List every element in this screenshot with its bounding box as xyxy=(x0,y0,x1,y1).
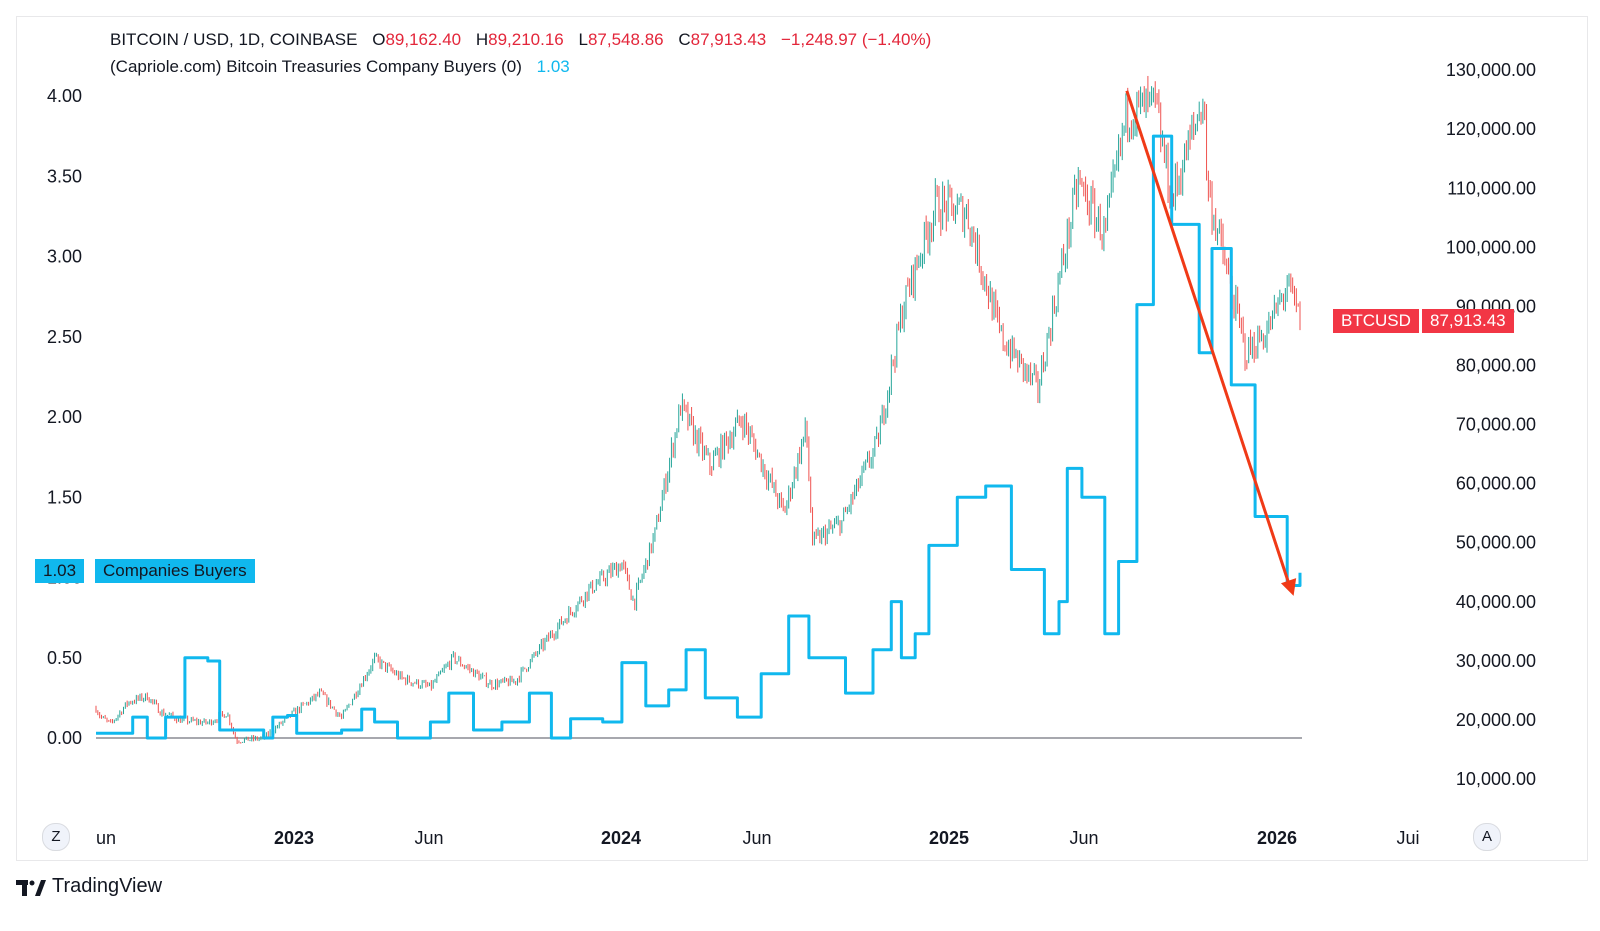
trend-arrow-head xyxy=(1280,578,1297,596)
indicator-label-badge: Companies Buyers xyxy=(95,559,255,583)
trend-arrow-shaft xyxy=(1125,90,1292,587)
companies-buyers-line xyxy=(96,134,1302,740)
time-tick-label: Jun xyxy=(1069,828,1098,848)
btc-candles xyxy=(95,75,1301,744)
open-label: O xyxy=(372,30,386,49)
left-tick-label: 3.00 xyxy=(47,247,82,267)
time-tick-label: Jun xyxy=(414,828,443,848)
left-tick-label: 2.50 xyxy=(47,327,82,347)
high-value: 89,210.16 xyxy=(488,30,564,49)
btcusd-price-badge: 87,913.43 xyxy=(1422,309,1514,333)
open-value: 89,162.40 xyxy=(385,30,462,49)
indicator-legend: (Capriole.com) Bitcoin Treasuries Compan… xyxy=(110,57,570,77)
right-axis: 10,000.00 20,000.00 30,000.00 40,000.00 50,0… xyxy=(1446,60,1536,789)
indicator-value-badge: 1.03 xyxy=(35,559,85,583)
left-axis: 0.000.501.001.502.002.503.003.504.00 xyxy=(47,86,82,748)
time-tick-label: Jun xyxy=(742,828,771,848)
time-tick-label: 2025 xyxy=(929,828,969,848)
left-tick-label: 1.50 xyxy=(47,487,82,507)
right-tick-label: 20,000.00 xyxy=(1456,710,1536,730)
left-tick-label: 4.00 xyxy=(47,86,82,106)
time-tick-label: 2024 xyxy=(601,828,641,848)
btcusd-label-badge: BTCUSD xyxy=(1333,309,1419,333)
right-tick-label: 70,000.00 xyxy=(1456,415,1536,435)
right-tick-label: 130,000.00 xyxy=(1446,60,1536,80)
trend-arrow xyxy=(1125,90,1297,596)
tradingview-wordmark: TradingView xyxy=(52,875,163,897)
right-tick-label: 80,000.00 xyxy=(1456,356,1536,376)
right-tick-label: 100,000.00 xyxy=(1446,237,1536,257)
scale-mode-button[interactable]: Z xyxy=(42,823,70,851)
indicator-title[interactable]: (Capriole.com) Bitcoin Treasuries Compan… xyxy=(110,57,522,76)
change-value: −1,248.97 (−1.40%) xyxy=(781,30,932,49)
right-tick-label: 60,000.00 xyxy=(1456,474,1536,494)
auto-scale-button[interactable]: A xyxy=(1473,823,1501,851)
high-label: H xyxy=(475,30,489,49)
chart-frame xyxy=(16,16,1588,861)
left-tick-label: 0.00 xyxy=(47,728,82,748)
tradingview-brand[interactable]: TradingView xyxy=(16,875,162,898)
right-tick-label: 10,000.00 xyxy=(1456,769,1536,789)
indicator-value: 1.03 xyxy=(536,57,570,76)
low-label: L xyxy=(578,30,588,49)
low-value: 87,548.86 xyxy=(587,30,664,49)
symbol-title[interactable]: BITCOIN / USD, 1D, COINBASE xyxy=(110,30,358,49)
right-tick-label: 30,000.00 xyxy=(1456,651,1536,671)
left-tick-label: 0.50 xyxy=(47,648,82,668)
symbol-legend: BITCOIN / USD, 1D, COINBASE O89,162.40 H… xyxy=(110,30,931,50)
time-tick-label: Jui xyxy=(1396,828,1419,848)
tradingview-logo-icon xyxy=(16,879,46,896)
right-tick-label: 110,000.00 xyxy=(1447,178,1536,198)
left-tick-label: 3.50 xyxy=(47,166,82,186)
close-value: 87,913.43 xyxy=(690,30,767,49)
close-label: C xyxy=(678,30,691,49)
time-tick-label: 2026 xyxy=(1257,828,1297,848)
time-tick-label: un xyxy=(96,828,116,848)
right-tick-label: 40,000.00 xyxy=(1456,592,1536,612)
right-tick-label: 120,000.00 xyxy=(1446,119,1536,139)
time-tick-label: 2023 xyxy=(274,828,314,848)
right-tick-label: 50,000.00 xyxy=(1456,533,1536,553)
time-axis: un 2023 Jun 2024 Jun 2025 Jun 2026 Jui xyxy=(96,828,1420,848)
left-tick-label: 2.00 xyxy=(47,407,82,427)
